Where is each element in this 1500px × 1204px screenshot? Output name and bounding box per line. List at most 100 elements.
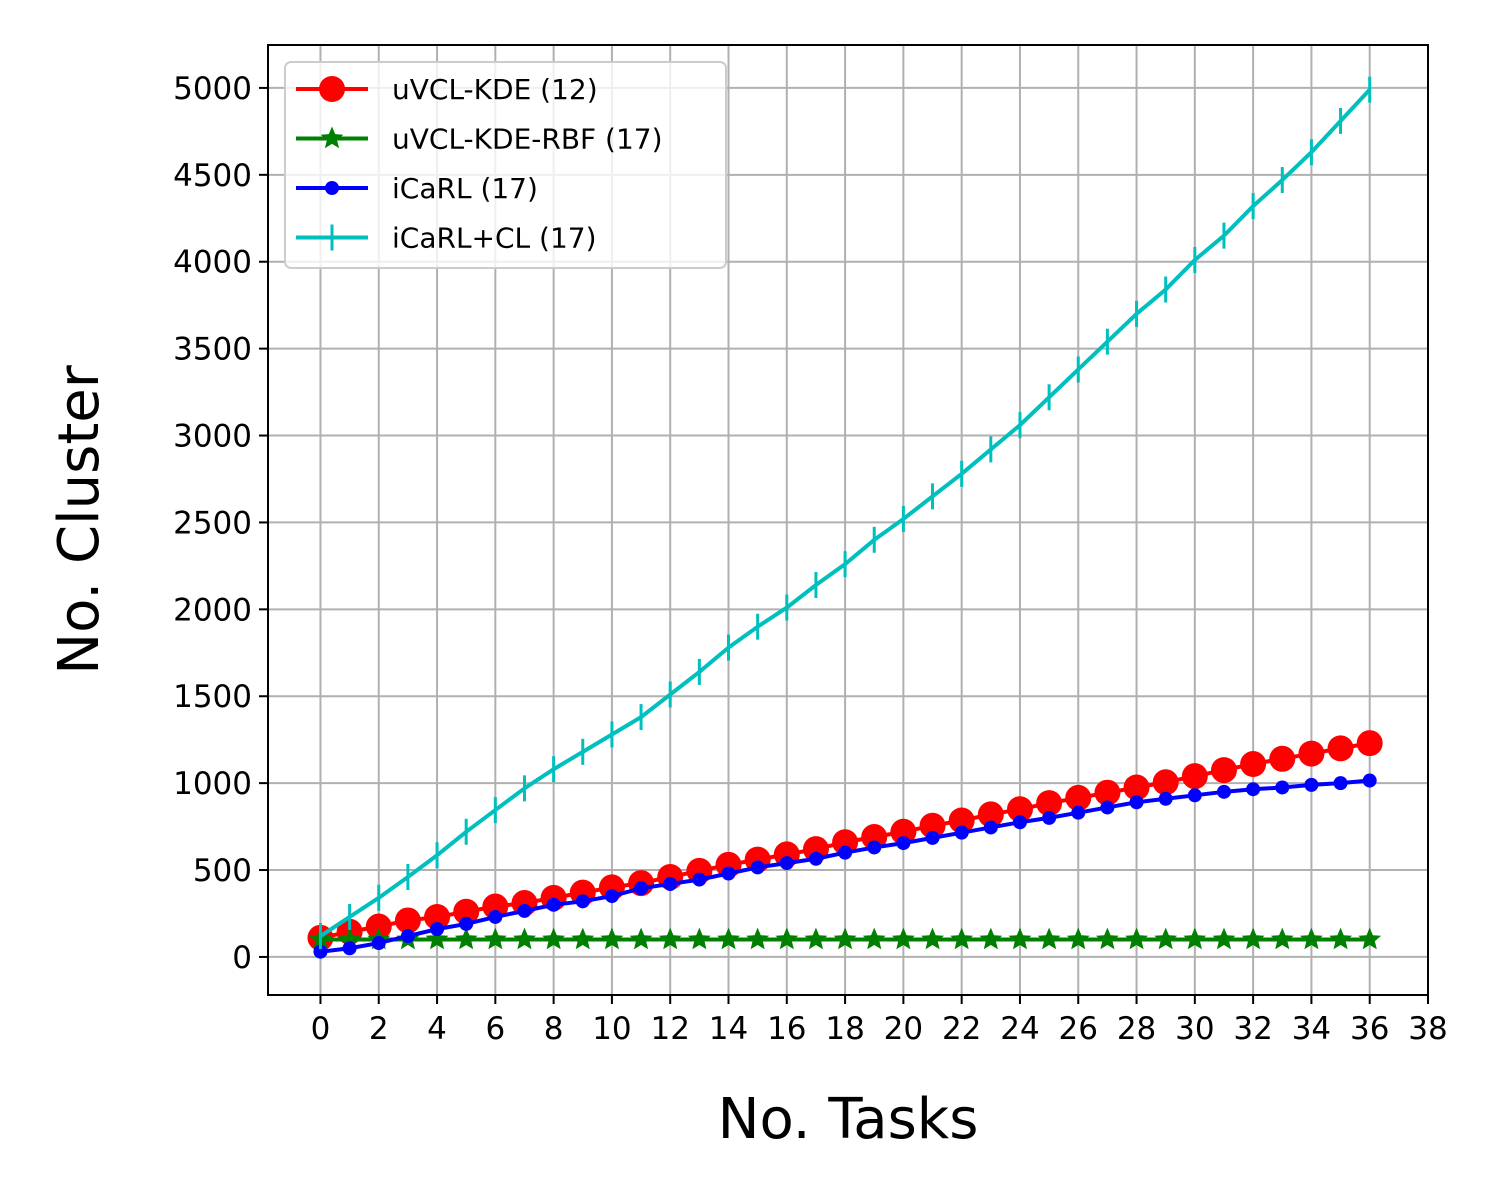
x-tick-label: 12 xyxy=(650,1011,689,1047)
y-tick-label: 1000 xyxy=(173,766,252,802)
data-point xyxy=(1066,927,1090,950)
legend: uVCL-KDE (12) uVCL-KDE-RBF (17) iCaRL (17)… xyxy=(284,61,727,269)
y-tick-label: 4500 xyxy=(173,158,252,194)
data-point xyxy=(342,941,357,956)
data-point xyxy=(779,856,794,871)
data-point xyxy=(1246,782,1261,797)
data-point xyxy=(721,866,736,881)
data-point xyxy=(658,927,682,950)
data-point xyxy=(746,927,770,950)
data-point xyxy=(1358,927,1382,950)
legend-item: uVCL-KDE-RBF (17) xyxy=(296,123,663,156)
ticks: 0 2 4 6 8 10 12 14 16 18 20 22 24 26 28 30 32 34 36 3805001… xyxy=(173,71,1448,1047)
data-point xyxy=(459,916,474,931)
data-point xyxy=(862,927,886,950)
data-point xyxy=(320,126,344,149)
x-tick-label: 6 xyxy=(485,1011,505,1047)
x-tick-label: 2 xyxy=(369,1011,389,1047)
data-point xyxy=(1216,784,1231,799)
data-point xyxy=(1036,790,1063,817)
x-axis-label: No. Tasks xyxy=(718,1087,979,1152)
legend-item: iCaRL (17) xyxy=(296,172,538,205)
data-point xyxy=(717,927,740,950)
data-point xyxy=(979,927,1003,950)
data-point xyxy=(424,903,451,930)
data-point xyxy=(1241,927,1265,950)
data-point xyxy=(600,927,624,950)
x-tick-label: 28 xyxy=(1117,1011,1156,1047)
data-point xyxy=(483,927,507,950)
data-point xyxy=(1158,791,1173,806)
data-point xyxy=(687,927,711,950)
data-point xyxy=(1152,769,1179,796)
data-point xyxy=(1333,776,1348,791)
plot-frame xyxy=(267,44,1429,996)
legend-label: iCaRL (17) xyxy=(392,172,538,205)
x-tick-label: 10 xyxy=(592,1011,631,1047)
data-point xyxy=(1094,779,1121,806)
x-tick-label: 32 xyxy=(1233,1011,1272,1047)
data-point xyxy=(892,927,915,950)
legend-box xyxy=(284,61,727,269)
x-tick-label: 30 xyxy=(1175,1011,1214,1047)
x-tick-label: 36 xyxy=(1350,1011,1389,1047)
data-point xyxy=(804,927,828,950)
data-point xyxy=(890,818,917,845)
data-point xyxy=(454,927,478,950)
data-point xyxy=(1329,927,1352,950)
y-tick-label: 2500 xyxy=(173,505,252,541)
data-point xyxy=(1300,927,1323,950)
y-tick-label: 500 xyxy=(193,853,252,889)
data-point xyxy=(808,851,823,866)
data-point xyxy=(692,872,707,887)
y-tick-label: 1500 xyxy=(173,679,252,715)
data-point xyxy=(983,820,998,835)
data-point xyxy=(1129,795,1144,810)
data-point xyxy=(430,922,445,937)
x-tick-label: 14 xyxy=(709,1011,748,1047)
data-point xyxy=(775,927,799,950)
data-point xyxy=(1362,773,1377,788)
y-tick-label: 3000 xyxy=(173,419,252,455)
data-point xyxy=(1269,745,1296,772)
data-point xyxy=(575,894,590,909)
data-point xyxy=(832,829,859,856)
data-point xyxy=(867,840,882,855)
data-point xyxy=(954,825,969,840)
legend-label: uVCL-KDE-RBF (17) xyxy=(392,123,663,156)
data-point xyxy=(1275,780,1290,795)
data-point xyxy=(394,907,421,934)
data-point xyxy=(1270,927,1294,950)
data-point xyxy=(488,909,503,924)
data-point xyxy=(517,903,532,918)
data-point xyxy=(338,927,361,950)
data-point xyxy=(1181,763,1208,790)
series-icarl-cl-17- xyxy=(318,76,1372,950)
data-point xyxy=(425,927,449,950)
data-point xyxy=(1187,788,1202,803)
data-point xyxy=(1183,927,1207,950)
data-point xyxy=(1037,927,1061,950)
y-axis-label: No. Cluster xyxy=(47,364,112,675)
data-point xyxy=(1071,805,1086,820)
x-tick-label: 16 xyxy=(767,1011,806,1047)
data-point xyxy=(948,807,975,834)
data-point xyxy=(1304,777,1319,792)
x-tick-label: 22 xyxy=(942,1011,981,1047)
data-point xyxy=(1210,757,1237,784)
data-point xyxy=(325,181,339,195)
data-point xyxy=(1008,927,1032,950)
data-point xyxy=(1123,774,1150,801)
x-tick-label: 20 xyxy=(884,1011,923,1047)
x-tick-label: 26 xyxy=(1059,1011,1098,1047)
y-tick-label: 2000 xyxy=(173,592,252,628)
data-point xyxy=(365,913,392,940)
x-tick-label: 0 xyxy=(311,1011,331,1047)
y-tick-label: 5000 xyxy=(173,71,252,107)
data-point xyxy=(629,927,653,950)
data-point xyxy=(833,927,857,950)
series-layer xyxy=(307,76,1383,959)
data-point xyxy=(1100,800,1115,815)
series-icarl-17- xyxy=(313,773,1377,959)
